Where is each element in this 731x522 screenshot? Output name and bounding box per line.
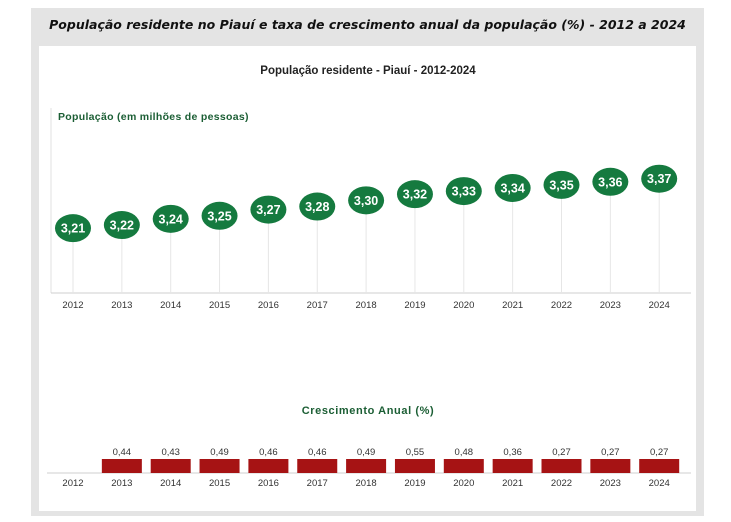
growth-x-tick-label: 2018 [356,478,377,489]
population-chart-title: População residente - Piauí - 2012-2024 [260,65,476,77]
growth-x-tick-label: 2024 [649,478,670,489]
population-data-label: 3,28 [305,200,329,214]
population-marker [201,201,238,230]
population-data-label: 3,33 [452,185,476,199]
growth-data-label: 0,36 [503,447,522,458]
growth-bar [346,459,387,473]
population-marker [396,180,433,209]
population-data-label: 3,30 [354,194,378,208]
chart-canvas: População residente - Piauí - 2012-2024 … [47,65,691,489]
population-marker [494,173,531,202]
growth-data-label: 0,27 [650,447,669,458]
growth-x-tick-label: 2020 [453,478,474,489]
population-marker [543,170,580,199]
population-x-tick-label: 2014 [160,300,181,311]
population-x-tick-label: 2018 [356,300,377,311]
growth-bar [394,459,435,473]
population-x-tick-label: 2021 [502,300,523,311]
population-marker [299,192,336,221]
growth-bar [150,459,191,473]
growth-x-tick-label: 2015 [209,478,230,489]
growth-x-tick-label: 2022 [551,478,572,489]
population-marker [592,167,629,196]
population-data-label: 3,35 [549,178,573,192]
growth-data-label: 0,27 [601,447,620,458]
growth-bar [639,459,680,473]
chart-panel: População residente - Piauí - 2012-2024 … [39,46,696,511]
growth-bar [443,459,484,473]
growth-x-tick-label: 2021 [502,478,523,489]
population-x-tick-label: 2017 [307,300,328,311]
growth-bar [297,459,338,473]
growth-data-label: 0,49 [210,447,229,458]
growth-data-label: 0,43 [161,447,180,458]
population-marker [55,214,91,243]
growth-data-label: 0,55 [406,447,425,458]
growth-x-tick-label: 2012 [62,478,83,489]
growth-x-tick-label: 2014 [160,478,181,489]
population-marker [152,204,189,233]
population-x-tick-label: 2023 [600,300,621,311]
growth-x-tick-label: 2017 [307,478,328,489]
population-marker [641,164,678,193]
population-x-tick-label: 2022 [551,300,572,311]
population-data-label: 3,24 [159,212,183,226]
population-x-tick-label: 2015 [209,300,230,311]
population-marker [348,186,385,215]
growth-x-tick-label: 2013 [111,478,132,489]
population-data-label: 3,27 [256,203,280,217]
population-marker [250,195,287,224]
population-x-tick-label: 2024 [649,300,670,311]
population-data-label: 3,32 [403,188,427,202]
growth-data-label: 0,27 [552,447,571,458]
growth-data-label: 0,48 [455,447,474,458]
population-data-label: 3,25 [207,209,231,223]
population-y-axis-label: População (em milhões de pessoas) [58,111,249,123]
growth-data-label: 0,46 [259,447,278,458]
population-data-label: 3,22 [110,219,134,233]
population-marker [103,211,140,240]
population-x-tick-label: 2016 [258,300,279,311]
growth-bar [199,459,240,473]
page-title: População residente no Piauí e taxa de c… [49,17,686,32]
growth-data-label: 0,44 [113,447,132,458]
chart-frame: População residente no Piauí e taxa de c… [31,8,704,516]
growth-data-label: 0,46 [308,447,327,458]
population-x-tick-label: 2012 [62,300,83,311]
population-series: 3,21 2012 3,22 2013 3,24 2014 3,25 2015 3,27 2016… [55,164,678,311]
growth-x-tick-label: 2016 [258,478,279,489]
population-x-tick-label: 2019 [404,300,425,311]
growth-x-tick-label: 2023 [600,478,621,489]
population-x-tick-label: 2020 [453,300,474,311]
growth-bar [248,459,289,473]
growth-bar [541,459,582,473]
growth-chart-title: Crescimento Anual (%) [302,405,435,417]
population-data-label: 3,37 [647,172,671,186]
growth-bar [101,459,142,473]
population-x-tick-label: 2013 [111,300,132,311]
population-data-label: 3,21 [61,222,85,236]
growth-data-label: 0,49 [357,447,376,458]
growth-series: 2012 0,44 2013 0,43 2014 0,49 2015 0,46 2016 0,46… [62,447,680,489]
population-marker [445,177,482,206]
population-data-label: 3,34 [500,181,524,195]
population-data-label: 3,36 [598,175,622,189]
growth-bar [590,459,631,473]
growth-bar [492,459,533,473]
growth-x-tick-label: 2019 [404,478,425,489]
